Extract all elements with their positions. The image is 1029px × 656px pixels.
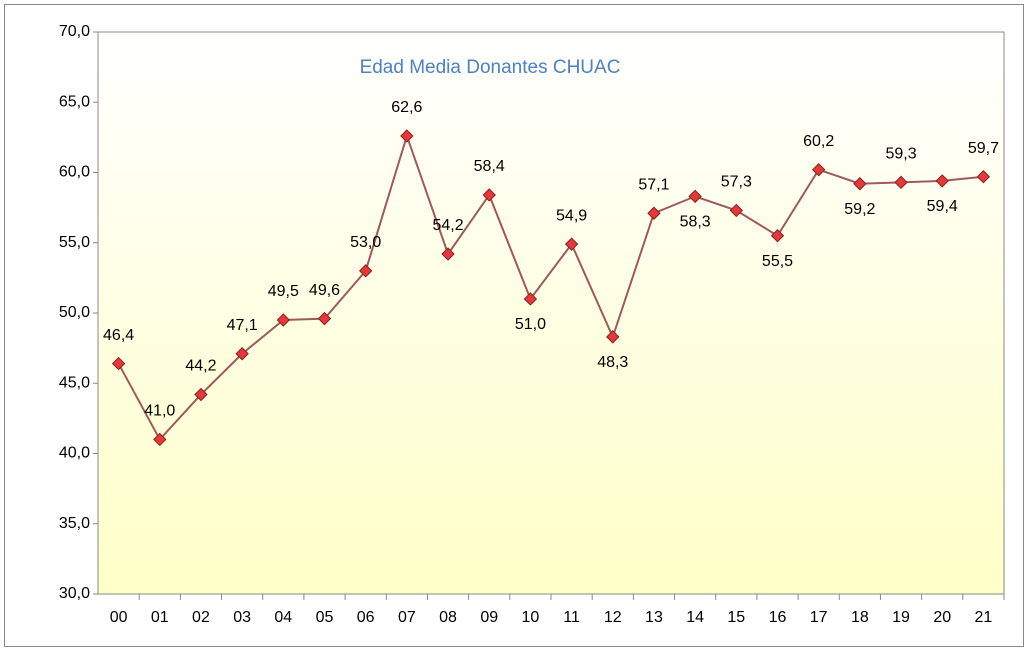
marker: [688, 189, 702, 204]
y-tick-label: 35,0: [59, 515, 90, 532]
marker: [358, 264, 373, 278]
data-label: 54,2: [432, 217, 463, 234]
marker: [606, 330, 620, 344]
marker: [441, 247, 455, 261]
x-tick-label: 19: [892, 609, 910, 626]
x-tick-label: 13: [645, 609, 663, 626]
x-tick-label: 03: [233, 609, 251, 626]
data-label: 47,1: [227, 317, 258, 334]
data-label: 57,3: [721, 174, 752, 191]
x-tick-label: 17: [810, 609, 828, 626]
y-tick-label: 55,0: [59, 234, 90, 251]
marker: [976, 170, 991, 184]
x-tick-label: 00: [110, 609, 128, 626]
data-label: 55,5: [762, 253, 793, 270]
data-label: 49,5: [268, 283, 299, 300]
line: [117, 132, 984, 442]
marker: [647, 206, 661, 220]
x-tick-label: 20: [933, 609, 951, 626]
x-tick-label: 01: [151, 609, 169, 626]
x-tick-label: 05: [316, 609, 334, 626]
x-tick-label: 12: [604, 609, 622, 626]
x-tick-label: 09: [480, 609, 498, 626]
marker: [523, 292, 538, 306]
y-tick-label: 60,0: [59, 164, 90, 181]
x-tick-label: 10: [522, 609, 540, 626]
data-label: 59,7: [968, 140, 999, 157]
y-tick-label: 45,0: [59, 374, 90, 391]
marker: [894, 175, 908, 190]
x-tick-label: 06: [357, 609, 375, 626]
x-tick-label: 21: [975, 609, 993, 626]
x-tick-label: 04: [274, 609, 292, 626]
marker: [564, 237, 579, 251]
x-tick-label: 07: [398, 609, 416, 626]
data-label: 54,9: [556, 207, 587, 224]
data-label: 44,2: [185, 358, 216, 375]
marker: [194, 387, 208, 402]
marker: [317, 311, 332, 326]
marker: [729, 203, 744, 218]
y-tick-label: 40,0: [59, 445, 90, 462]
data-label: 58,4: [474, 158, 505, 175]
data-label: 59,4: [927, 198, 958, 215]
x-tick-label: 18: [851, 609, 869, 626]
data-label: 60,2: [803, 133, 834, 150]
y-tick-label: 65,0: [59, 93, 90, 110]
x-tick-label: 02: [192, 609, 210, 626]
y-tick-label: 30,0: [59, 585, 90, 602]
data-label: 53,0: [350, 234, 381, 251]
x-tick-label: 16: [769, 609, 787, 626]
data-label: 46,4: [103, 327, 134, 344]
plot-area: [97, 31, 1005, 595]
x-tick-label: 08: [439, 609, 457, 626]
marker: [770, 229, 785, 243]
marker: [235, 347, 249, 361]
data-label: 59,3: [885, 146, 916, 163]
marker: [811, 162, 826, 177]
marker: [935, 174, 949, 188]
data-label: 49,6: [309, 282, 340, 299]
y-tick-label: 70,0: [59, 23, 90, 40]
marker: [853, 177, 867, 191]
data-label: 59,2: [844, 201, 875, 218]
chart-title: Edad Media Donantes CHUAC: [360, 57, 621, 78]
data-label: 51,0: [515, 316, 546, 333]
y-tick-label: 50,0: [59, 304, 90, 321]
marker: [153, 432, 167, 447]
marker: [111, 356, 126, 371]
data-label: 62,6: [391, 99, 422, 116]
marker: [482, 188, 496, 202]
x-tick-label: 11: [563, 609, 580, 626]
x-tick-label: 15: [727, 609, 745, 626]
data-label: 58,3: [680, 214, 711, 231]
x-tick-label: 14: [686, 609, 704, 626]
marker: [276, 313, 291, 327]
data-label: 48,3: [597, 354, 628, 371]
marker: [400, 129, 414, 143]
data-label: 57,1: [638, 176, 669, 193]
data-label: 41,0: [144, 403, 175, 420]
